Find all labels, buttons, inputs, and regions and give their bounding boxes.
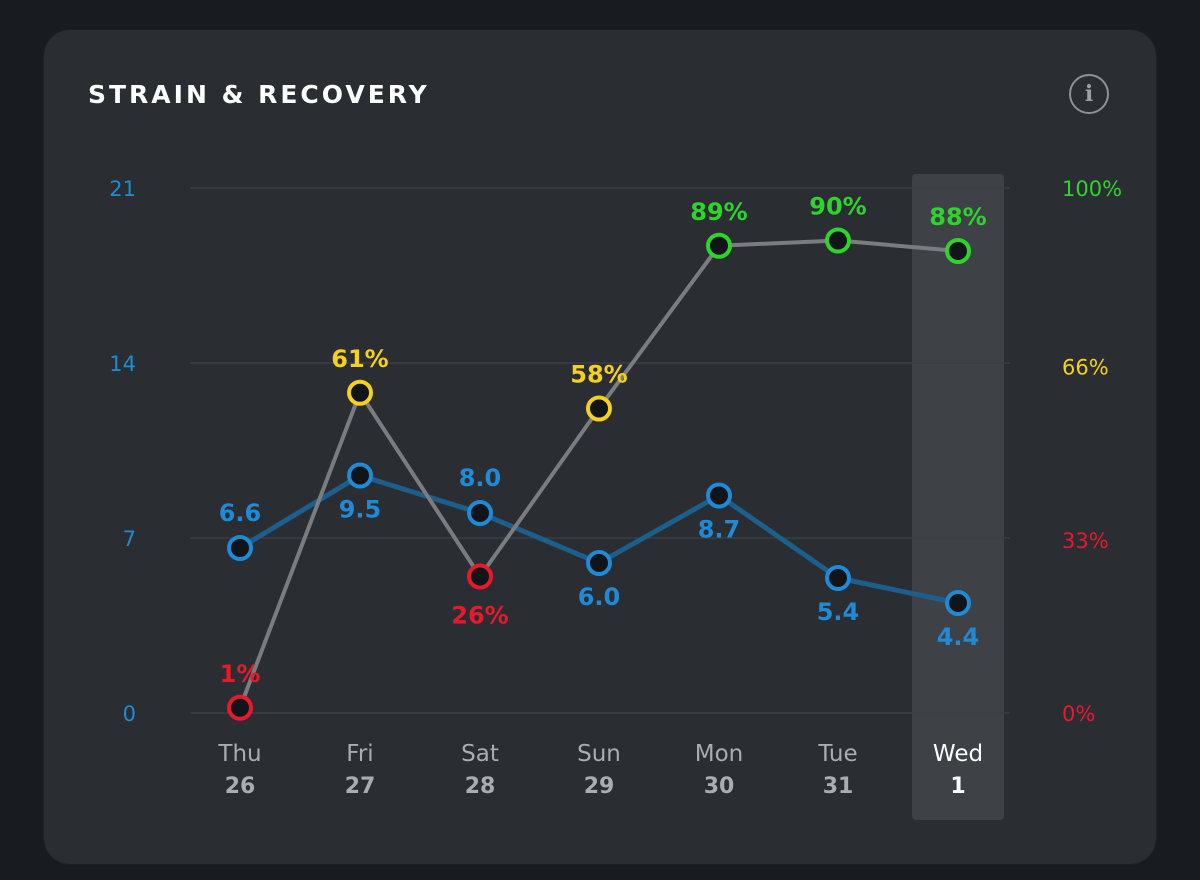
- strain-label-sun: 6.0: [578, 583, 621, 611]
- left-axis-label-21: 21: [109, 177, 136, 201]
- x-label-day-fri[interactable]: Fri: [346, 741, 373, 767]
- strain-label-fri: 9.5: [339, 496, 382, 524]
- info-icon[interactable]: i: [1069, 74, 1109, 114]
- recovery-point-mon[interactable]: [706, 232, 732, 259]
- strain-point-wed[interactable]: [945, 590, 971, 616]
- left-axis-label-0: 0: [123, 702, 136, 726]
- x-label-date-28[interactable]: 28: [465, 774, 496, 799]
- x-label-day-mon[interactable]: Mon: [695, 741, 744, 767]
- right-axis-label-33: 33%: [1062, 529, 1109, 553]
- x-label-date-26[interactable]: 26: [225, 774, 256, 799]
- recovery-label-mon: 89%: [690, 198, 747, 226]
- strain-label-sat: 8.0: [459, 464, 502, 492]
- card-title: STRAIN & RECOVERY: [88, 80, 430, 109]
- x-label-date-31[interactable]: 31: [823, 774, 854, 799]
- x-label-day-thu[interactable]: Thu: [217, 741, 261, 767]
- x-label-date-1[interactable]: 1: [950, 774, 965, 799]
- strain-point-sun[interactable]: [586, 550, 612, 576]
- strain-label-wed: 4.4: [937, 623, 980, 651]
- strain-point-sat[interactable]: [467, 500, 493, 526]
- strain-label-thu: 6.6: [219, 499, 262, 527]
- x-label-date-30[interactable]: 30: [704, 774, 735, 799]
- recovery-point-tue[interactable]: [825, 227, 851, 254]
- right-axis-label-0: 0%: [1062, 702, 1095, 726]
- selected-day-highlight[interactable]: [912, 174, 1004, 820]
- x-label-day-tue[interactable]: Tue: [817, 741, 857, 767]
- strain-label-tue: 5.4: [817, 598, 860, 626]
- recovery-point-wed[interactable]: [945, 238, 971, 264]
- recovery-point-thu[interactable]: [227, 694, 253, 721]
- recovery-label-wed: 88%: [929, 203, 986, 231]
- recovery-point-sat[interactable]: [467, 563, 493, 590]
- x-label-date-27[interactable]: 27: [345, 774, 376, 799]
- right-axis-label-66: 66%: [1062, 356, 1109, 380]
- recovery-label-sun: 58%: [570, 361, 627, 389]
- recovery-label-thu: 1%: [220, 660, 261, 688]
- strain-point-tue[interactable]: [825, 565, 851, 591]
- recovery-label-fri: 61%: [331, 345, 388, 373]
- left-axis-label-14: 14: [109, 352, 136, 376]
- recovery-point-fri[interactable]: [347, 379, 373, 406]
- strain-label-mon: 8.7: [698, 516, 741, 544]
- x-label-date-29[interactable]: 29: [584, 774, 615, 799]
- strain-point-thu[interactable]: [227, 535, 253, 561]
- right-axis-label-100: 100%: [1062, 177, 1122, 201]
- x-label-day-wed[interactable]: Wed: [933, 741, 983, 767]
- strain-point-mon[interactable]: [706, 482, 732, 509]
- strain-point-fri[interactable]: [347, 462, 373, 489]
- left-axis-label-7: 7: [123, 527, 136, 551]
- x-label-day-sun[interactable]: Sun: [577, 741, 621, 767]
- x-label-day-sat[interactable]: Sat: [461, 741, 499, 767]
- recovery-point-sun[interactable]: [586, 395, 612, 422]
- recovery-label-sat: 26%: [451, 602, 508, 630]
- recovery-label-tue: 90%: [809, 193, 866, 221]
